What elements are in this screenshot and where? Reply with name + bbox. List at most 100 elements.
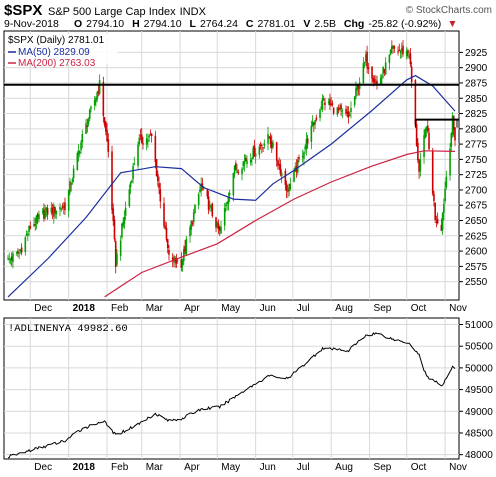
adline-x-tick-label: Oct [411, 462, 427, 473]
price-y-tick-label: 2900 [465, 63, 488, 74]
candle-body [268, 136, 271, 138]
candle-body [254, 153, 257, 157]
candle-body [293, 170, 295, 182]
candle-body [175, 258, 178, 264]
candle-body [225, 204, 227, 207]
candle-body [408, 55, 410, 57]
close-label: C [246, 18, 254, 30]
low-value: 2764.24 [200, 18, 238, 30]
candle-body [356, 86, 358, 91]
candle-body [148, 136, 150, 138]
candle-body [244, 157, 247, 162]
candle-body [46, 208, 49, 215]
candle-body [200, 183, 202, 192]
symbol-label: $SPX [4, 2, 42, 19]
candle-body [185, 238, 188, 255]
adline-x-tick-label: Nov [449, 462, 467, 473]
candle-body [105, 122, 107, 132]
candle-body [158, 183, 160, 189]
candle-body [72, 168, 75, 179]
candle-body [444, 188, 446, 202]
candle-body [28, 225, 30, 232]
ma50-line [7, 74, 456, 298]
candle-body [423, 135, 425, 157]
candle-body [87, 119, 90, 125]
adline-x-axis: Dec 2018 Feb Mar Apr May Jun Jul Aug Sep Oct Nov [34, 462, 467, 473]
candle-body [285, 184, 288, 191]
candle-body [62, 205, 65, 209]
candle-body [434, 203, 436, 220]
candle-body [113, 219, 116, 240]
candle-body [241, 168, 243, 175]
adline-y-tick-label: 49500 [465, 385, 493, 396]
candle-body [216, 221, 219, 228]
candle-body [176, 260, 179, 262]
candle-body [137, 144, 139, 167]
candle-body [147, 139, 149, 142]
candle-body [217, 223, 220, 230]
candle-body [353, 96, 356, 106]
candle-body [181, 259, 184, 266]
candle-body [38, 214, 40, 220]
candle-body [8, 258, 11, 260]
candle-body [415, 123, 418, 146]
candle-body [180, 259, 183, 268]
candle-body [59, 206, 61, 210]
candle-body [95, 97, 97, 102]
candle-body [398, 50, 401, 52]
candle-body [168, 249, 170, 255]
candle-body [388, 54, 391, 63]
candle-body [206, 189, 209, 197]
volume-label: V [303, 18, 310, 30]
candle-body [236, 170, 238, 173]
candle-body [12, 253, 14, 263]
candle-body [339, 107, 341, 110]
candle-body [163, 203, 165, 227]
candle-body [433, 193, 435, 202]
candle-body [201, 183, 204, 187]
candle-body [85, 123, 87, 135]
price-y-tick-label: 2600 [465, 247, 488, 258]
candle-body [345, 108, 347, 114]
candle-body [33, 223, 35, 227]
price-x-tick-label: Sep [374, 303, 392, 314]
candle-body [64, 202, 66, 211]
adline-label: !ADLINENYA 49982.60 [8, 323, 128, 335]
candle-body [298, 157, 300, 160]
candle-body [171, 257, 174, 262]
candle-body [24, 237, 27, 253]
candle-body [149, 134, 152, 136]
adline-x-tick-label: May [221, 462, 240, 473]
open-label: O [74, 18, 82, 30]
candle-body [426, 125, 429, 132]
candle-body [207, 196, 210, 210]
price-x-tick-label: Jun [260, 303, 276, 314]
candle-body [428, 132, 430, 150]
candle-body [53, 205, 55, 217]
legend-background [6, 34, 118, 64]
candle-body [121, 223, 123, 238]
price-y-tick-label: 2725 [465, 170, 488, 181]
candle-body [44, 211, 46, 219]
candle-body [258, 146, 261, 155]
candle-body [227, 197, 230, 204]
candle-body [436, 219, 439, 224]
candle-body [246, 160, 248, 165]
price-x-tick-label: Aug [335, 303, 353, 314]
candle-body [321, 98, 324, 110]
candle-body [81, 133, 84, 143]
adline-x-tick-label: Sep [374, 462, 392, 473]
candle-body [184, 245, 186, 252]
candle-body [145, 138, 148, 145]
candle-body [400, 48, 403, 51]
price-x-tick-label: May [221, 303, 240, 314]
price-y-tick-label: 2575 [465, 262, 488, 273]
index-name-text: S&P 500 Large Cap Index [48, 6, 176, 18]
candle-body [425, 127, 428, 131]
candle-body [129, 182, 132, 188]
price-x-tick-label: 2018 [73, 303, 96, 314]
candle-body [76, 153, 79, 171]
candle-body [209, 204, 211, 208]
adline-panel-frame [3, 317, 460, 460]
candle-body [384, 62, 387, 75]
